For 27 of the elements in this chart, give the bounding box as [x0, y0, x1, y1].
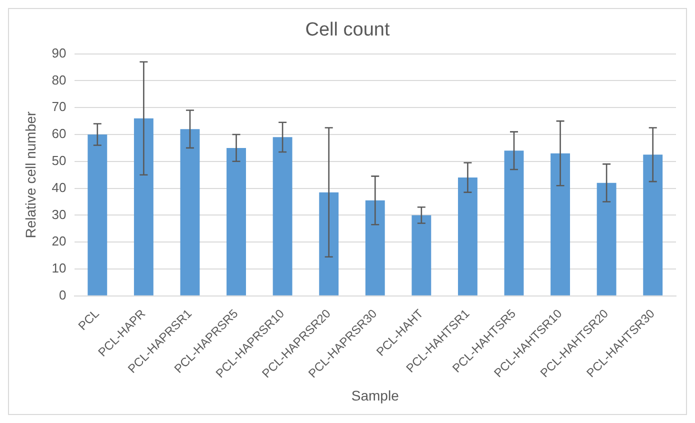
- y-tick-label: 0: [59, 287, 66, 302]
- y-tick-label: 40: [52, 180, 66, 195]
- bar: [458, 178, 478, 296]
- bar: [365, 200, 385, 296]
- y-tick-label: 80: [52, 72, 66, 88]
- bar: [412, 215, 432, 296]
- bar: [550, 153, 570, 296]
- y-tick-label: 60: [52, 126, 66, 142]
- y-tick-label: 70: [52, 99, 66, 114]
- bar: [596, 182, 616, 296]
- x-axis-title: Sample: [351, 387, 400, 404]
- bar: [272, 137, 292, 296]
- y-tick-label: 10: [52, 260, 66, 276]
- y-axis-title: Relative cell number: [22, 111, 38, 238]
- bar: [88, 134, 108, 296]
- bar: [643, 154, 663, 296]
- x-tick-label: PCL: [75, 306, 102, 333]
- bar: [180, 129, 200, 296]
- bar: [134, 118, 154, 296]
- bar: [319, 192, 339, 296]
- chart-title: Cell count: [305, 20, 390, 41]
- y-tick-label: 50: [52, 152, 66, 168]
- y-tick-label: 30: [52, 206, 66, 222]
- bar: [226, 148, 246, 296]
- y-tick-label: 90: [52, 45, 66, 60]
- y-tick-label: 20: [52, 234, 66, 249]
- bar: [504, 150, 524, 296]
